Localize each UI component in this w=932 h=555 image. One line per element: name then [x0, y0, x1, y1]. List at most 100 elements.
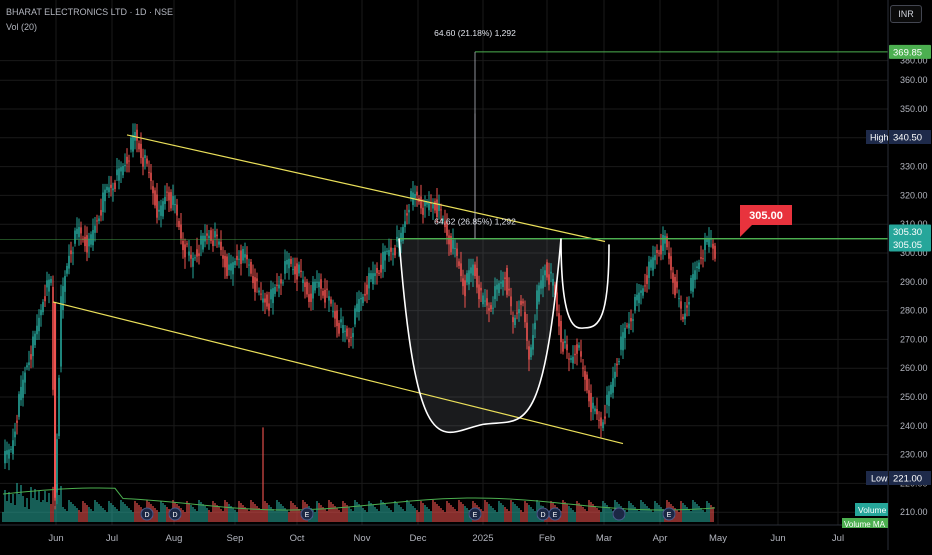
candle-body — [622, 332, 624, 351]
candle-body — [224, 255, 226, 268]
volume-bar — [98, 504, 100, 522]
candle-body — [598, 419, 600, 421]
y-tick-label: 210.00 — [900, 507, 928, 517]
candle-body — [688, 301, 690, 305]
y-tick-label: 350.00 — [900, 104, 928, 114]
candle-body — [340, 319, 342, 323]
candle-body — [338, 322, 340, 334]
candle-body — [342, 325, 344, 334]
candle-body — [476, 267, 478, 288]
volume-bar — [70, 502, 72, 522]
candle-body — [424, 201, 426, 207]
volume-bar — [138, 505, 140, 522]
dividend-event-icon — [140, 507, 154, 521]
volume-bar — [26, 498, 28, 522]
volume-indicator-label[interactable]: Vol (20) — [6, 22, 38, 32]
volume-bar — [82, 501, 84, 522]
candle-body — [368, 273, 370, 289]
candle-body — [280, 279, 282, 284]
volume-bar — [354, 500, 356, 522]
candle-body — [580, 351, 582, 357]
volume-bar — [4, 490, 6, 522]
volume-bar — [54, 506, 56, 522]
volume-bar — [154, 508, 156, 522]
volume-bar — [518, 508, 520, 522]
candle-body — [270, 289, 272, 300]
candle-body — [552, 278, 554, 286]
candle-body — [492, 307, 494, 309]
volume-bar — [690, 511, 692, 522]
candle-body — [164, 196, 166, 205]
volume-bar — [274, 511, 276, 522]
candle-body — [40, 309, 42, 316]
volume-bar — [328, 500, 330, 522]
candle-body — [442, 218, 444, 221]
high-value: 340.50 — [893, 133, 922, 144]
volume-bar — [48, 493, 50, 522]
candle-body — [414, 193, 416, 199]
candle-body — [674, 277, 676, 296]
candle-body — [312, 281, 314, 299]
candle-body — [618, 361, 620, 363]
symbol-title[interactable]: BHARAT ELECTRONICS LTD · 1D · NSE — [6, 7, 174, 17]
candle-body — [124, 164, 126, 167]
volume-ma-line — [2, 487, 716, 511]
candle-body — [24, 372, 26, 383]
candle-body — [364, 293, 366, 296]
candle-body — [354, 308, 356, 325]
volume-bar — [322, 507, 324, 522]
volume-bar — [522, 512, 524, 522]
volume-bar — [372, 505, 374, 522]
candle-body — [128, 160, 130, 162]
volume-bar — [626, 512, 628, 522]
high-tag: High — [870, 133, 889, 143]
volume-bar — [410, 504, 412, 522]
volume-bar — [486, 502, 488, 522]
candle-body — [610, 384, 612, 395]
volume-bar — [76, 508, 78, 522]
candle-body — [642, 288, 644, 296]
volume-bar — [200, 502, 202, 522]
volume-bar — [188, 503, 190, 522]
candle-body — [680, 301, 682, 309]
candle-body — [522, 301, 524, 304]
volume-bar — [232, 508, 234, 522]
volume-ma-tag-bg — [842, 518, 888, 528]
candle-body — [66, 265, 68, 274]
candle-body — [590, 392, 592, 413]
candle-body — [612, 378, 614, 393]
x-tick-label: Apr — [653, 533, 668, 544]
x-tick-label: Jun — [770, 533, 785, 544]
volume-bar — [422, 503, 424, 522]
volume-bar — [86, 505, 88, 522]
candle-body — [532, 335, 534, 350]
candle-body — [594, 408, 596, 412]
volume-bar — [606, 505, 608, 522]
candle-body — [348, 339, 350, 343]
candle-body — [182, 240, 184, 251]
event-letter: E — [473, 512, 478, 519]
volume-bar — [424, 505, 426, 522]
currency-button[interactable]: INR — [890, 5, 922, 23]
candle-body — [314, 281, 316, 291]
candle-body — [328, 296, 330, 301]
candle-body — [268, 303, 270, 311]
volume-bar — [158, 512, 160, 522]
volume-bar — [238, 501, 240, 522]
candle-body — [650, 259, 652, 268]
volume-bar — [706, 501, 708, 522]
volume-bar — [296, 507, 298, 522]
volume-bar — [632, 505, 634, 522]
candle-body — [406, 213, 408, 216]
candle-body — [430, 202, 432, 204]
candle-body — [486, 298, 488, 306]
volume-bar — [252, 502, 254, 522]
candle-body — [520, 300, 522, 305]
candle-body — [380, 264, 382, 273]
candle-body — [502, 280, 504, 287]
volume-bar — [334, 506, 336, 522]
volume-bar — [440, 508, 442, 522]
candle-body — [630, 318, 632, 322]
